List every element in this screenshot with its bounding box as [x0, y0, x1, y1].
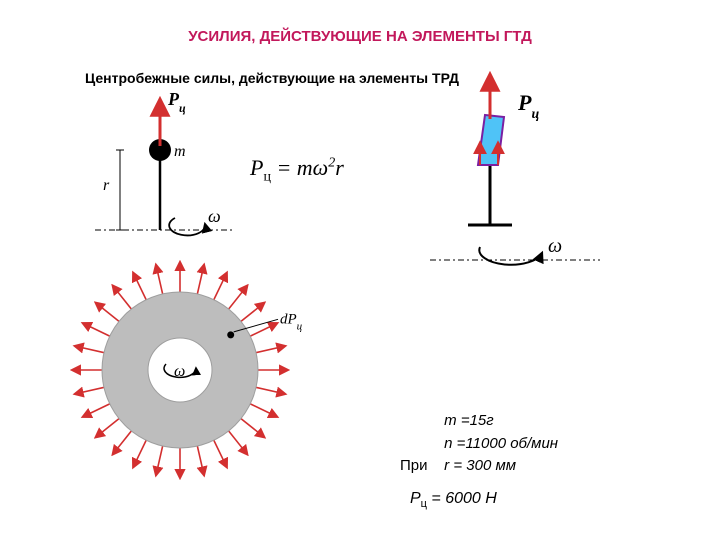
- parameters-block: При m =15г n =11000 об/мин r = 300 мм: [400, 410, 558, 478]
- result: Pц = 6000 Н: [410, 490, 497, 510]
- param-r: r = 300 мм: [444, 457, 516, 474]
- svg-text:m: m: [174, 143, 186, 160]
- svg-text:Pц: Pц: [167, 89, 186, 115]
- diagram-canvas: Pц m r ω Pц ω dPц ω: [0, 0, 720, 540]
- svg-text:ω: ω: [548, 235, 562, 257]
- param-m: m =15г: [444, 412, 494, 429]
- svg-text:Pц: Pц: [517, 90, 539, 122]
- svg-text:ω: ω: [174, 363, 185, 380]
- params-prefix: При: [400, 455, 440, 478]
- svg-text:r: r: [103, 177, 110, 194]
- svg-text:dPц: dPц: [280, 311, 303, 332]
- svg-text:ω: ω: [208, 206, 221, 226]
- param-n: n =11000 об/мин: [444, 435, 558, 452]
